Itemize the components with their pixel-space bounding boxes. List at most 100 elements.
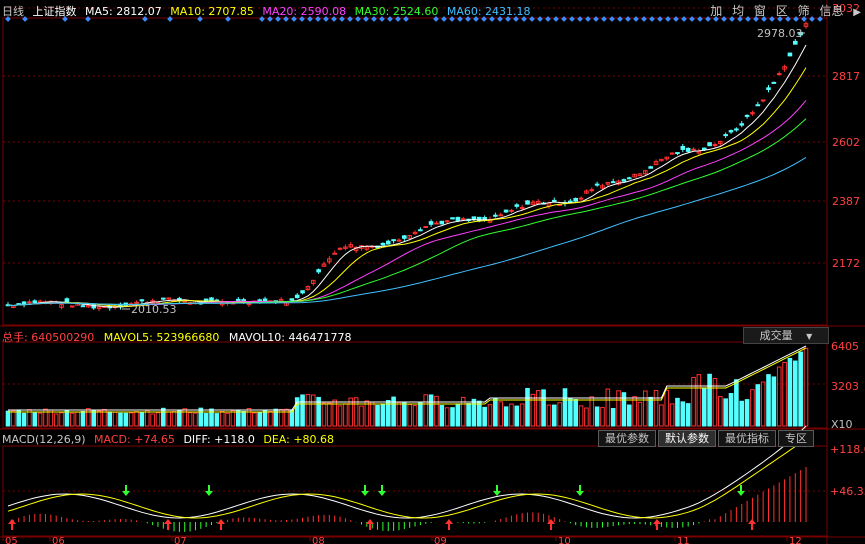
signal-dot — [809, 16, 815, 22]
candle-body — [434, 222, 439, 225]
volume-bar — [739, 400, 745, 427]
toolbar-filter-button[interactable]: 筛 — [797, 4, 810, 18]
volume-bar — [712, 378, 718, 427]
macd-title: MACD(12,26,9) — [2, 433, 86, 446]
volume-bar — [214, 413, 220, 427]
candle-body — [209, 297, 214, 301]
volume-axis-label: X10 — [831, 418, 853, 431]
signal-dot — [465, 16, 471, 22]
dea-line — [7, 438, 807, 519]
date-axis-label: 07 — [174, 536, 187, 544]
signal-dot — [371, 16, 377, 22]
candle-body — [32, 300, 38, 304]
volume-bar — [718, 396, 723, 427]
signal-dot — [745, 16, 751, 22]
signal-dot — [62, 16, 68, 22]
signal-dot — [275, 16, 281, 22]
volume-bar — [509, 403, 514, 427]
volume-bar — [637, 401, 643, 427]
candle-body — [455, 216, 461, 221]
volume-bar — [760, 381, 766, 427]
volume-bar — [69, 412, 75, 427]
volume-bar — [396, 401, 402, 427]
signal-dot — [197, 16, 203, 22]
signal-dot — [561, 16, 567, 22]
candle-body — [685, 147, 691, 152]
volume-bar — [375, 404, 380, 427]
candle-body — [551, 199, 557, 202]
volume-bar — [487, 404, 493, 427]
buy-arrow-icon — [445, 519, 453, 530]
indicator-selector[interactable]: 成交量 ▼ — [743, 327, 829, 344]
sell-arrow-icon — [576, 485, 584, 496]
toolbar-ma-button[interactable]: 均 — [732, 4, 745, 18]
candle-body — [27, 301, 32, 304]
signal-dot — [753, 16, 759, 22]
volume-bar — [584, 407, 589, 427]
volume-bar — [53, 413, 59, 427]
volume-bar — [43, 408, 48, 427]
ma10-line — [7, 67, 807, 307]
volume-bar — [327, 402, 332, 427]
candle-body — [503, 209, 509, 213]
signal-dot — [817, 16, 823, 22]
sell-arrow-icon — [122, 485, 130, 496]
tab-default-params[interactable]: 默认参数 — [658, 430, 716, 447]
signal-dot — [259, 16, 265, 22]
volume-bar — [605, 388, 611, 427]
buy-arrow-icon — [8, 519, 16, 530]
signal-dot — [449, 16, 455, 22]
candle-body — [787, 52, 793, 57]
expand-arrow-icon[interactable]: ▶ — [853, 7, 861, 18]
toolbar-info-button[interactable]: 信息 — [819, 4, 844, 18]
candle-body — [161, 297, 166, 300]
volume-bar — [241, 410, 246, 427]
volume-bar — [316, 396, 321, 427]
signal-dot — [569, 16, 575, 22]
volume-bar — [64, 409, 70, 427]
toolbar-window-button[interactable]: 窗 — [753, 4, 766, 18]
signal-dot — [593, 16, 599, 22]
volume-bar — [161, 407, 166, 427]
volume-bar — [91, 410, 96, 427]
volume-bar — [75, 411, 80, 427]
candle-body — [589, 189, 595, 192]
volume-bar — [262, 410, 268, 427]
toolbar-add-button[interactable]: 加 — [710, 4, 723, 18]
candle-body — [766, 87, 771, 90]
tab-best-params[interactable]: 最优参数 — [598, 430, 656, 447]
candle-body — [385, 240, 391, 245]
volume-bar — [632, 396, 637, 427]
sell-arrow-icon — [378, 485, 386, 496]
volume-bar — [525, 387, 530, 427]
candle-body — [675, 152, 680, 155]
candle-body — [701, 147, 707, 151]
candle-body — [584, 190, 589, 194]
mavol5-value: MAVOL5: 523966680 — [103, 331, 220, 344]
candle-body — [418, 229, 423, 232]
candle-body — [380, 242, 386, 246]
volume-bar — [551, 404, 557, 427]
candle-body — [600, 185, 605, 189]
signal-dot — [777, 16, 783, 22]
mavol5-line — [8, 347, 807, 413]
date-axis-label: 10 — [558, 536, 571, 544]
toolbar-range-button[interactable]: 区 — [775, 4, 788, 18]
candle-body — [803, 23, 809, 27]
volume-bar — [369, 401, 375, 427]
signal-dot — [713, 16, 719, 22]
tab-zone[interactable]: 专区 — [778, 430, 814, 447]
price-panel-frame — [2, 17, 828, 326]
sell-arrow-icon — [737, 485, 745, 496]
volume-bar — [246, 407, 252, 427]
price-axis-label: 3032 — [832, 2, 860, 15]
signal-dot — [291, 16, 297, 22]
candle-body — [423, 226, 429, 229]
candle-body — [664, 156, 670, 160]
candle-body — [91, 304, 96, 309]
buy-arrow-icon — [547, 519, 555, 530]
signal-dot — [379, 16, 385, 22]
tab-best-indicator[interactable]: 最优指标 — [718, 430, 776, 447]
